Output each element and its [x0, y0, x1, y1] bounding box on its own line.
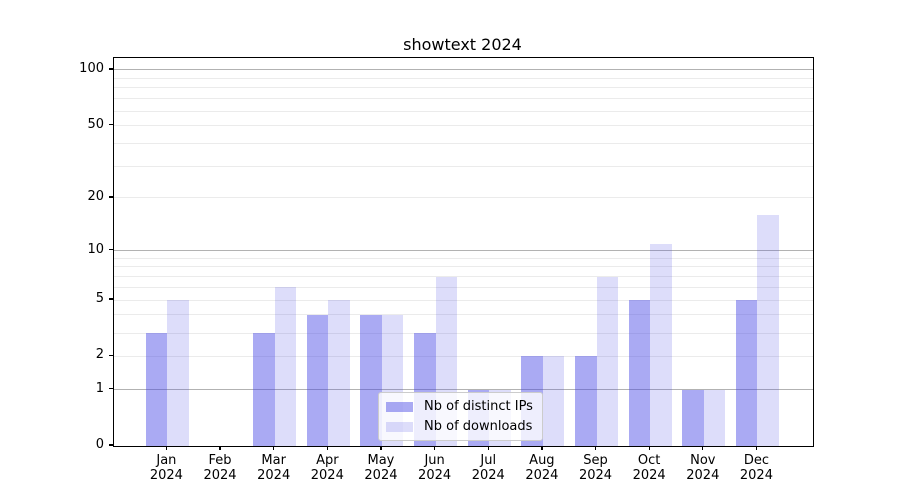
y-tick-label: 5 — [95, 291, 104, 307]
plot-area — [113, 57, 814, 447]
x-tick-label: Mar 2024 — [257, 453, 291, 483]
x-tick-label: Apr 2024 — [310, 453, 344, 483]
x-tick-label: Sep 2024 — [578, 453, 613, 483]
x-tick-mark — [702, 446, 704, 450]
gridline-major — [114, 69, 813, 71]
x-tick-mark — [434, 446, 436, 450]
bar-downloads-mar — [274, 287, 297, 446]
legend-row: Nb of downloads — [386, 419, 533, 434]
gridline-minor — [114, 276, 813, 278]
gridline-minor — [114, 98, 813, 100]
gridline-major — [114, 250, 813, 252]
bar-downloads-apr — [328, 300, 350, 446]
gridline-minor — [114, 142, 813, 144]
bar-downloads-nov — [703, 389, 726, 446]
bar-downloads-sep — [596, 276, 619, 446]
x-tick-mark — [165, 446, 168, 450]
gridline-minor — [114, 332, 813, 334]
x-tick-label: Aug 2024 — [525, 453, 559, 483]
x-tick-label: Nov 2024 — [686, 453, 720, 483]
gridline-minor — [114, 165, 813, 167]
bar-ips-jan — [145, 333, 168, 446]
y-tick-label: 20 — [87, 188, 104, 204]
y-tick-mark — [109, 387, 113, 390]
gridline-minor — [114, 125, 813, 127]
x-tick-label: Feb 2024 — [203, 453, 237, 483]
bar-ips-mar — [253, 333, 275, 446]
legend-row: Nb of distinct IPs — [386, 399, 533, 414]
y-tick-mark — [109, 444, 113, 446]
gridline-minor — [114, 299, 813, 301]
x-tick-mark — [326, 446, 329, 450]
x-tick-label: Dec 2024 — [739, 453, 773, 483]
y-tick-mark — [109, 196, 113, 198]
bar-ips-sep — [575, 356, 597, 446]
x-tick-label: Jul 2024 — [471, 453, 505, 483]
x-tick-mark — [541, 446, 543, 450]
legend-swatch-icon — [386, 421, 413, 432]
bar-ips-dec — [735, 300, 758, 446]
gridline-minor — [114, 355, 813, 357]
y-tick-mark — [109, 124, 113, 126]
legend-label: Nb of distinct IPs — [424, 399, 533, 414]
y-tick-mark — [109, 249, 113, 251]
bar-ips-nov — [682, 389, 704, 446]
chart-title: showtext 2024 — [403, 35, 522, 54]
bar-downloads-oct — [650, 243, 672, 446]
bar-downloads-jan — [167, 300, 189, 446]
bar-ips-may — [360, 314, 382, 446]
x-tick-mark — [380, 446, 382, 450]
x-tick-label: Oct 2024 — [632, 453, 666, 483]
x-tick-mark — [273, 446, 275, 450]
bar-downloads-aug — [542, 356, 565, 446]
y-tick-mark — [109, 298, 113, 300]
y-tick-label: 0 — [95, 437, 104, 452]
legend-swatch-icon — [386, 401, 413, 412]
y-tick-mark — [109, 354, 113, 357]
gridline-major — [114, 389, 813, 391]
y-tick-label: 10 — [87, 241, 104, 257]
x-tick-mark — [594, 446, 597, 450]
gridline-minor — [114, 87, 813, 89]
gridline-minor — [114, 266, 813, 268]
x-tick-label: May 2024 — [364, 453, 398, 483]
bar-downloads-dec — [757, 215, 779, 446]
y-tick-label: 1 — [95, 380, 104, 396]
x-tick-mark — [487, 446, 489, 450]
x-tick-label: Jan 2024 — [149, 453, 183, 483]
x-tick-mark — [219, 446, 221, 450]
x-tick-mark — [648, 446, 650, 450]
gridline-minor — [114, 77, 813, 79]
y-tick-label: 2 — [95, 347, 104, 363]
x-tick-mark — [755, 446, 758, 450]
gridline-minor — [114, 197, 813, 199]
legend-label: Nb of downloads — [424, 419, 533, 434]
y-tick-label: 50 — [87, 116, 104, 132]
gridline-minor — [114, 314, 813, 316]
gridline-minor — [114, 286, 813, 288]
bar-ips-apr — [306, 314, 329, 446]
legend: Nb of distinct IPs Nb of downloads — [378, 392, 543, 441]
gridline-minor — [114, 110, 813, 112]
y-tick-mark — [109, 68, 113, 70]
x-tick-label: Jun 2024 — [418, 453, 452, 483]
bar-ips-oct — [628, 300, 651, 446]
y-tick-label: 100 — [79, 60, 104, 76]
gridline-minor — [114, 257, 813, 259]
